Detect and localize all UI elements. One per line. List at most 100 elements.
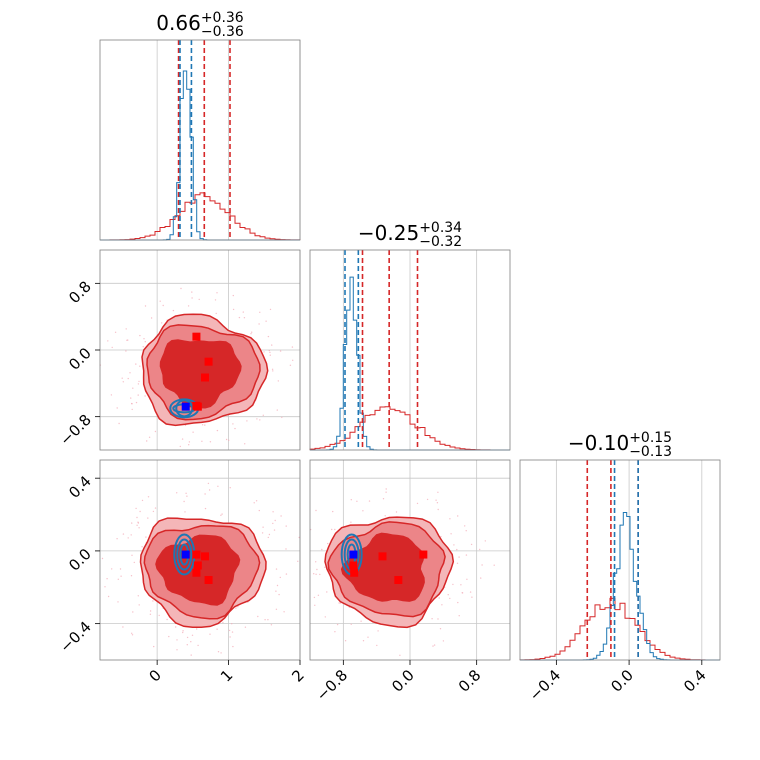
scatter-point <box>114 331 117 333</box>
scatter-point <box>265 320 267 322</box>
scatter-point <box>450 533 452 535</box>
scatter-point <box>201 424 204 426</box>
scatter-point <box>395 511 398 513</box>
scatter-point <box>382 498 385 500</box>
scatter-point <box>267 335 270 338</box>
scatter-point <box>162 304 164 307</box>
scatter-point <box>222 621 224 624</box>
scatter-point <box>314 604 316 606</box>
scatter-point <box>184 424 187 427</box>
scatter-point <box>276 584 279 587</box>
scatter-point <box>133 561 135 564</box>
ytick-label-p2-0: −0.4 <box>56 618 94 656</box>
scatter-point <box>182 630 184 632</box>
scatter-point <box>385 488 387 490</box>
scatter-point <box>285 548 287 550</box>
scatter-point <box>276 409 278 411</box>
scatter-point <box>138 380 140 383</box>
scatter-point <box>253 502 255 504</box>
scatter-point <box>228 439 230 441</box>
scatter-point <box>469 591 472 593</box>
title-value-p1: −0.25 <box>358 221 419 245</box>
title-value-p0: 0.66 <box>156 11 201 35</box>
title-p2: −0.10+0.15 <box>568 430 672 455</box>
scatter-point <box>172 309 175 312</box>
scatter-point <box>142 346 144 348</box>
scatter-point <box>457 601 459 604</box>
scatter-point <box>107 340 109 342</box>
scatter-point <box>232 423 234 425</box>
scatter-point <box>439 628 442 630</box>
scatter-point <box>138 527 140 529</box>
scatter-point <box>298 536 300 539</box>
scatter-point <box>251 331 253 333</box>
scatter-point <box>244 443 246 445</box>
scatter-point <box>137 394 139 396</box>
scatter-point <box>436 502 439 504</box>
scatter-point <box>166 618 168 621</box>
scatter-point <box>228 629 231 632</box>
point-2 <box>201 552 209 561</box>
scatter-point <box>144 305 147 307</box>
scatter-point <box>315 561 317 563</box>
scatter-point <box>279 350 282 352</box>
contour-samples-inner <box>159 339 242 409</box>
scatter-point <box>185 492 187 494</box>
xtick-label-p2-2: 0.4 <box>680 666 710 696</box>
scatter-point <box>289 364 292 366</box>
scatter-point <box>360 620 362 622</box>
scatter-point <box>426 498 429 501</box>
truth-point <box>349 550 358 559</box>
scatter-point <box>435 499 437 501</box>
scatter-point <box>138 604 140 606</box>
scatter-point <box>150 317 153 319</box>
scatter-point <box>122 381 125 383</box>
panel-p0-vs-p2 <box>99 459 301 661</box>
scatter-point <box>242 311 244 313</box>
panel-p1-vs-p2 <box>309 459 511 661</box>
scatter-point <box>176 649 178 651</box>
scatter-point <box>237 606 239 608</box>
scatter-point <box>362 640 365 642</box>
scatter-point <box>384 515 386 517</box>
point-0 <box>192 550 201 559</box>
scatter-point <box>148 436 151 438</box>
scatter-point <box>285 573 288 575</box>
title-err-minus-p0: −0.36 <box>201 24 244 40</box>
scatter-point <box>125 350 127 352</box>
scatter-point <box>334 528 336 531</box>
scatter-point <box>204 493 206 495</box>
scatter-point <box>234 427 236 430</box>
scatter-point <box>232 308 235 311</box>
scatter-point <box>184 511 186 513</box>
scatter-point <box>207 482 210 485</box>
hist-samples-p1 <box>309 406 510 451</box>
scatter-point <box>137 522 140 524</box>
scatter-point <box>367 636 369 638</box>
scatter-point <box>269 308 272 311</box>
point-3 <box>192 568 201 577</box>
scatter-point <box>271 344 273 346</box>
scatter-point <box>272 370 274 372</box>
scatter-point <box>377 630 379 632</box>
scatter-point <box>449 597 451 600</box>
scatter-point <box>441 604 443 606</box>
scatter-point <box>283 611 285 613</box>
title-value-p2: −0.10 <box>568 431 629 455</box>
scatter-point <box>214 299 217 301</box>
scatter-point <box>326 591 328 593</box>
scatter-point <box>272 522 274 525</box>
scatter-point <box>217 485 219 487</box>
scatter-point <box>235 607 237 609</box>
scatter-point <box>131 402 133 405</box>
xtick-label-p1-1: 0.0 <box>388 666 418 696</box>
scatter-point <box>154 430 157 433</box>
xtick-label-p2-0: −0.4 <box>526 666 564 704</box>
scatter-point <box>268 349 270 352</box>
panel-p2-hist-frame <box>519 459 721 661</box>
scatter-point <box>198 298 200 301</box>
scatter-point <box>324 616 326 618</box>
point-4 <box>193 402 202 411</box>
scatter-point <box>176 492 178 494</box>
scatter-point <box>362 510 364 512</box>
